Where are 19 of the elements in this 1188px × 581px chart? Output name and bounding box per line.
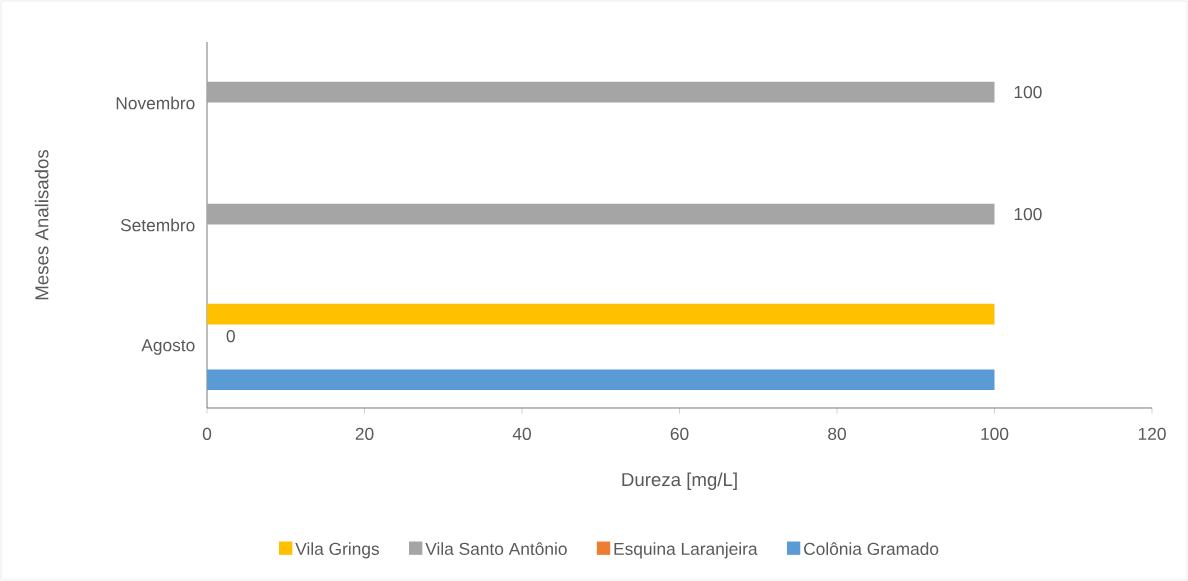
legend-label: Colônia Gramado [804,542,939,556]
x-tick-label: 100 [981,427,1009,440]
y-tick-label: Setembro [120,218,195,232]
x-tick-label: 0 [202,427,212,440]
x-tick-label: 20 [355,427,374,440]
legend-label: Esquina Laranjeira [614,542,758,559]
x-tick-label: 60 [670,427,689,440]
x-tick-label: 80 [828,427,846,440]
data-label: 100 [1014,85,1042,99]
x-axis-title: Dureza [mg/L] [622,472,737,490]
x-tick-label: 120 [1138,427,1166,440]
y-tick-label: Agosto [141,339,195,355]
data-label: 100 [1014,207,1042,221]
legend-label: Vila Santo Antônio [425,542,567,556]
y-tick-label: Novembro [116,96,195,110]
data-label: 0 [226,329,235,343]
legend-label: Vila Grings [295,542,380,559]
y-axis-title: Meses Analisados [34,149,49,300]
x-tick-label: 40 [512,427,531,440]
